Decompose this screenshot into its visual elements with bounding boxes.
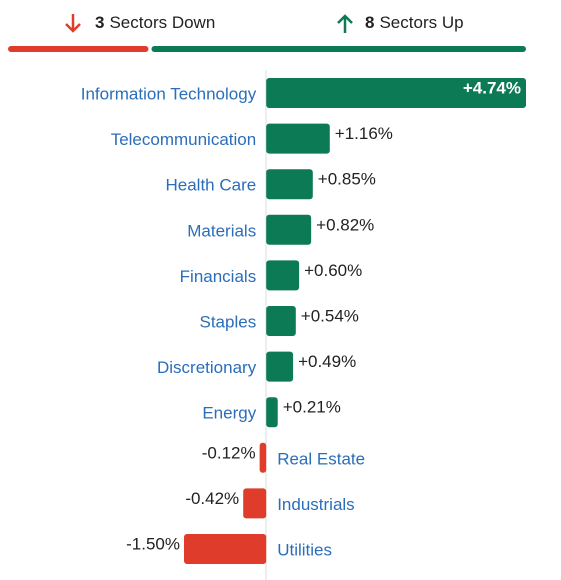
category-label: Utilities	[277, 540, 332, 559]
up-label: Sectors Up	[379, 13, 463, 32]
value-label: +0.21%	[283, 398, 341, 417]
value-label: +0.54%	[301, 306, 359, 325]
down-label: Sectors Down	[109, 13, 215, 32]
down-progress	[8, 46, 149, 52]
down-count: 3	[95, 13, 104, 32]
up-summary: 8 Sectors Up	[365, 13, 464, 32]
down-arrow	[65, 14, 81, 33]
category-label: Energy	[202, 404, 256, 423]
bar	[259, 442, 267, 473]
bar	[266, 351, 294, 382]
value-label: -0.12%	[202, 443, 256, 462]
category-label: Staples	[200, 312, 257, 331]
bar	[184, 534, 267, 564]
value-label: +0.82%	[316, 215, 374, 234]
bar	[266, 260, 300, 291]
value-label: +1.16%	[335, 124, 393, 143]
down-summary: 3 Sectors Down	[95, 13, 215, 32]
category-label: Telecommunication	[111, 130, 257, 149]
category-label: Financials	[180, 267, 257, 286]
value-label: -1.50%	[126, 534, 180, 553]
value-label: +0.60%	[304, 261, 362, 280]
category-label: Materials	[187, 221, 256, 240]
category-label: Information Technology	[81, 84, 257, 103]
value-label: +4.74%	[463, 78, 521, 97]
bar	[266, 214, 312, 245]
up-progress	[151, 46, 527, 52]
category-label: Real Estate	[277, 449, 365, 468]
category-label: Industrials	[277, 495, 354, 514]
category-label: Discretionary	[157, 358, 257, 377]
up-arrow	[337, 14, 353, 33]
bar	[243, 488, 267, 519]
up-count: 8	[365, 13, 374, 32]
bar	[266, 123, 330, 154]
value-label: +0.49%	[298, 352, 356, 371]
value-label: +0.85%	[318, 170, 376, 189]
bar	[266, 169, 313, 200]
category-label: Health Care	[165, 176, 256, 195]
bar	[266, 306, 296, 336]
bar	[266, 78, 526, 108]
bar	[266, 397, 278, 428]
value-label: -0.42%	[185, 489, 239, 508]
